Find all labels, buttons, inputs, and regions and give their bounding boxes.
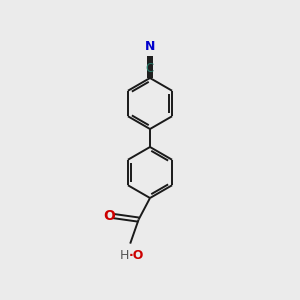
Text: ·O: ·O <box>129 249 144 262</box>
Text: C: C <box>146 62 154 75</box>
Text: N: N <box>145 40 155 53</box>
Text: H: H <box>119 249 129 262</box>
Text: O: O <box>103 209 116 223</box>
